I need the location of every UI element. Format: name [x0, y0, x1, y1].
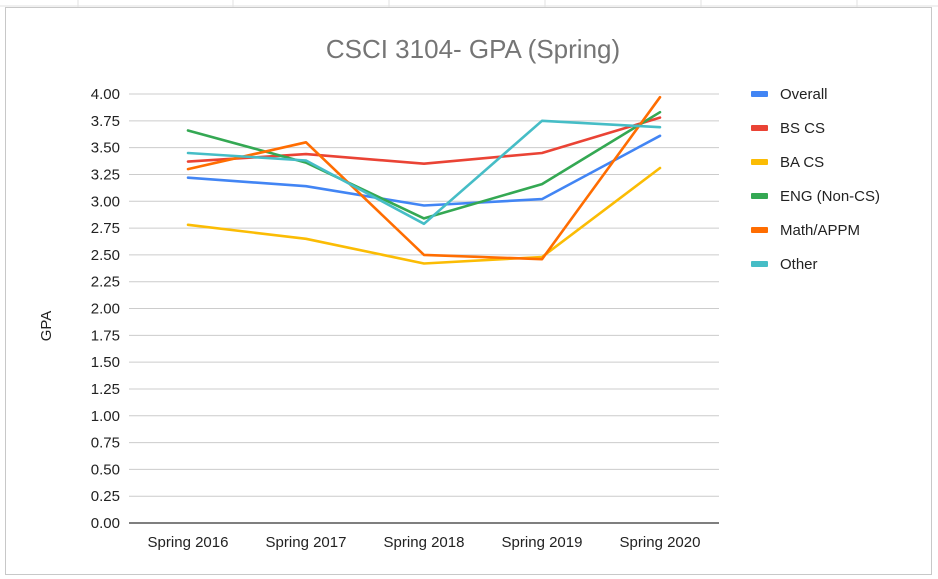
legend-label-overall[interactable]: Overall [780, 86, 828, 103]
y-tick-label: 2.50 [91, 247, 120, 264]
y-tick-label: 2.75 [91, 220, 120, 237]
series-line-overall[interactable] [186, 134, 662, 207]
y-tick-label: 4.00 [91, 86, 120, 103]
y-tick-label: 2.25 [91, 274, 120, 291]
legend-swatch-ba-cs [751, 159, 768, 165]
y-tick-label: 3.75 [91, 113, 120, 130]
y-tick-label: 3.00 [91, 193, 120, 210]
legend-swatch-bs-cs [751, 125, 768, 131]
y-tick-label: 3.50 [91, 140, 120, 157]
legend-label-other[interactable]: Other [780, 256, 818, 273]
gridlines [129, 93, 719, 524]
y-axis-label: GPA [38, 311, 55, 342]
x-tick-label: Spring 2018 [384, 534, 465, 551]
y-tick-label: 0.75 [91, 435, 120, 452]
line-chart: CSCI 3104- GPA (Spring) GPA 0.00 0.25 0.50… [38, 34, 880, 551]
legend-swatch-overall [751, 91, 768, 97]
y-tick-labels: 0.00 0.25 0.50 0.75 1.00 1.25 1.50 1.75 2.00 2.25… [91, 86, 120, 532]
x-tick-label: Spring 2019 [502, 534, 583, 551]
legend-label-ba-cs[interactable]: BA CS [780, 154, 824, 171]
y-tick-label: 2.00 [91, 301, 120, 318]
x-tick-label: Spring 2016 [148, 534, 229, 551]
series-lines [186, 95, 662, 265]
x-tick-label: Spring 2017 [266, 534, 347, 551]
y-tick-label: 1.25 [91, 381, 120, 398]
y-tick-label: 3.25 [91, 166, 120, 183]
series-line-ba-cs[interactable] [186, 166, 662, 265]
legend-swatch-eng-non-cs [751, 193, 768, 199]
series-line-other[interactable] [186, 119, 662, 226]
y-tick-label: 0.50 [91, 461, 120, 478]
y-tick-label: 1.50 [91, 354, 120, 371]
legend-label-eng-non-cs[interactable]: ENG (Non-CS) [780, 188, 880, 205]
legend-label-bs-cs[interactable]: BS CS [780, 120, 825, 137]
legend-swatch-math-appm [751, 227, 768, 233]
series-line-eng-non-cs[interactable] [186, 110, 662, 220]
series-line-bs-cs[interactable] [186, 116, 662, 165]
y-tick-label: 0.00 [91, 515, 120, 532]
x-tick-labels: Spring 2016 Spring 2017 Spring 2018 Spring … [148, 534, 701, 551]
legend: Overall BS CS BA CS ENG (Non-CS) Math/APPM Ot… [751, 86, 880, 273]
legend-swatch-other [751, 261, 768, 267]
series-line-math-appm[interactable] [186, 95, 662, 261]
legend-label-math-appm[interactable]: Math/APPM [780, 222, 860, 239]
y-tick-label: 1.00 [91, 408, 120, 425]
x-tick-label: Spring 2020 [620, 534, 701, 551]
y-tick-label: 1.75 [91, 327, 120, 344]
y-tick-label: 0.25 [91, 488, 120, 505]
chart-title: CSCI 3104- GPA (Spring) [326, 34, 620, 64]
chart-container[interactable]: CSCI 3104- GPA (Spring) GPA 0.00 0.25 0.50… [5, 7, 932, 575]
